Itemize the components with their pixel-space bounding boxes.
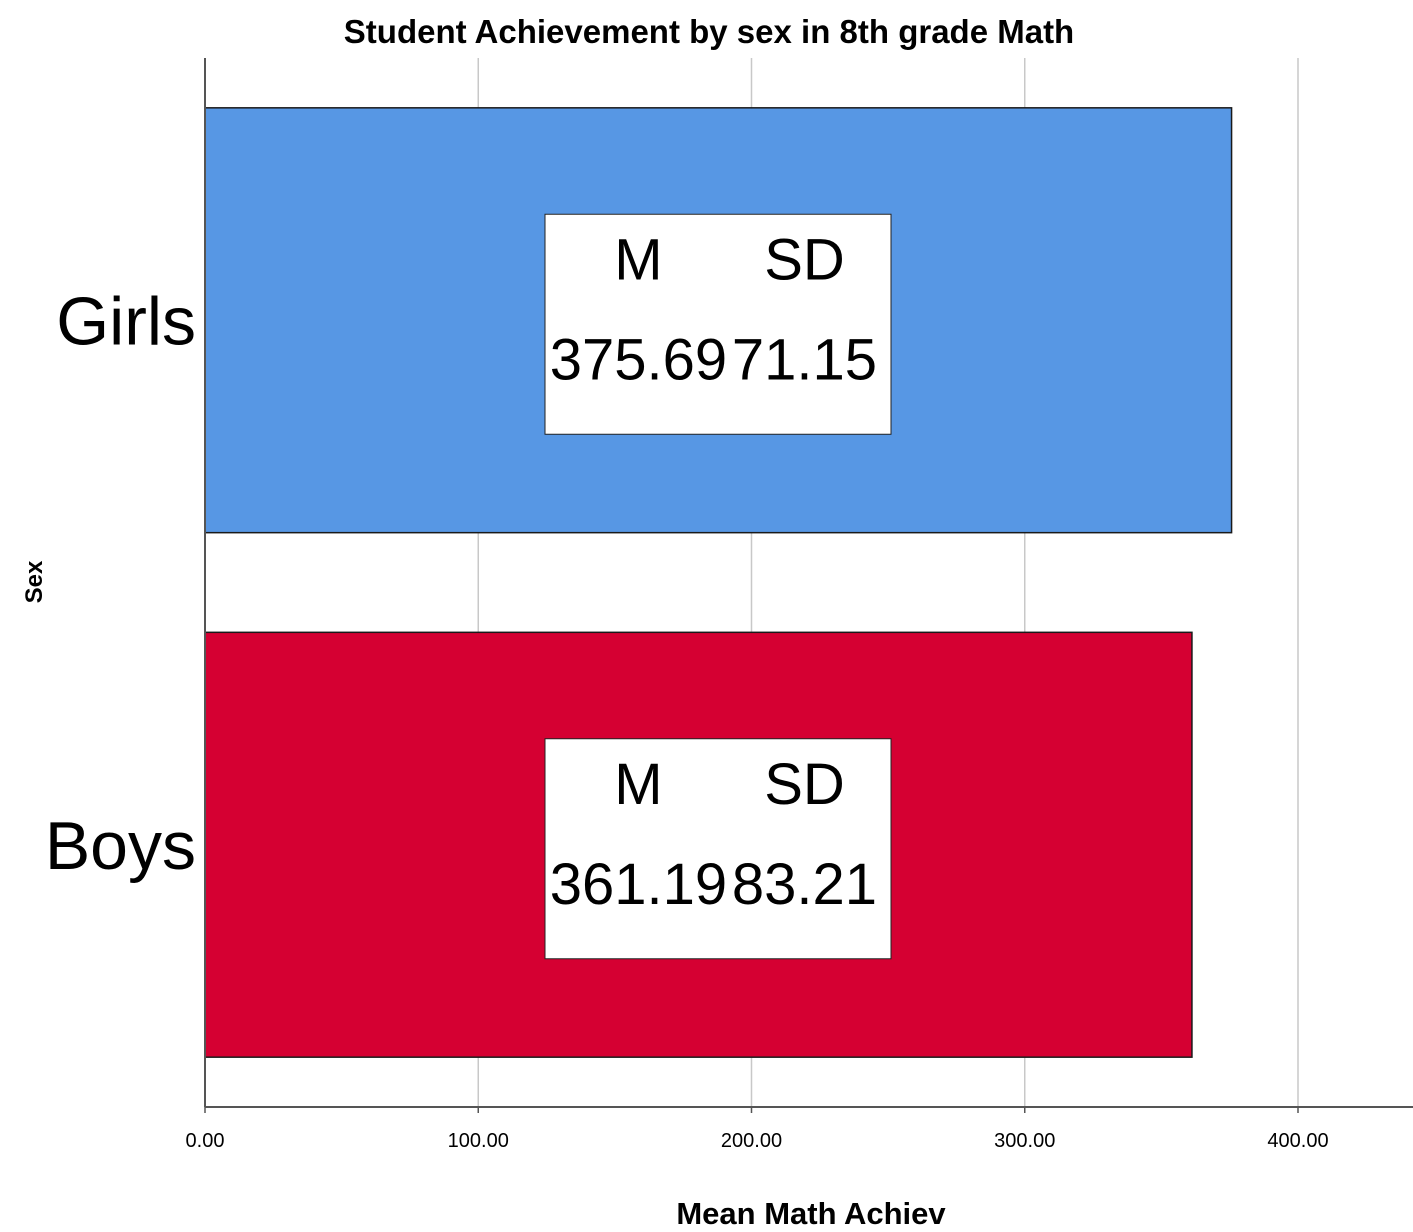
x-tick-label: 0.00 [186, 1130, 225, 1152]
stats-box: M SD 361.19 83.21 [544, 738, 892, 960]
mean-value: 375.69 [550, 327, 727, 392]
sd-value: 71.15 [732, 327, 877, 392]
mean-header: M [614, 752, 662, 817]
stats-box-background [544, 738, 892, 960]
y-axis-title: Sex [21, 560, 48, 603]
x-ticks: 0.00 100.00 200.00 300.00 400.00 [186, 1107, 1329, 1152]
mean-value: 361.19 [550, 852, 727, 917]
chart-title: Student Achievement by sex in 8th grade … [344, 13, 1074, 50]
mean-header: M [614, 227, 662, 292]
x-tick-label: 200.00 [721, 1130, 782, 1152]
x-tick-label: 100.00 [448, 1130, 509, 1152]
sd-header: SD [764, 227, 845, 292]
sd-value: 83.21 [732, 852, 877, 917]
stats-box: M SD 375.69 71.15 [544, 213, 892, 435]
sd-header: SD [764, 752, 845, 817]
x-tick-label: 400.00 [1267, 1130, 1328, 1152]
x-axis-title: Mean Math Achiev [676, 1196, 946, 1231]
stats-box-background [544, 213, 892, 435]
category-label: Boys [45, 808, 196, 884]
category-labels: Girls Boys [45, 283, 196, 884]
category-label: Girls [56, 283, 196, 359]
x-tick-label: 300.00 [994, 1130, 1055, 1152]
annotations: M SD 375.69 71.15 M SD 361.19 83.21 [544, 213, 892, 960]
